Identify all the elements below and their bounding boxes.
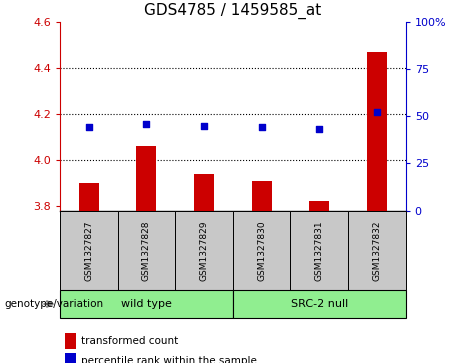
Text: GSM1327829: GSM1327829 <box>200 220 208 281</box>
Bar <box>194 174 214 211</box>
Text: GSM1327832: GSM1327832 <box>372 220 381 281</box>
Text: genotype/variation: genotype/variation <box>5 299 104 309</box>
Point <box>200 123 207 129</box>
Bar <box>367 52 387 211</box>
Text: GSM1327827: GSM1327827 <box>84 220 93 281</box>
Text: GSM1327830: GSM1327830 <box>257 220 266 281</box>
Point <box>373 110 381 115</box>
Text: GSM1327831: GSM1327831 <box>315 220 324 281</box>
Point <box>85 125 92 130</box>
Point <box>315 126 323 132</box>
Text: SRC-2 null: SRC-2 null <box>290 299 348 309</box>
Bar <box>136 146 156 211</box>
Text: transformed count: transformed count <box>81 336 178 346</box>
Bar <box>79 183 99 211</box>
Point <box>258 125 266 130</box>
Text: wild type: wild type <box>121 299 172 309</box>
Text: GSM1327828: GSM1327828 <box>142 220 151 281</box>
Bar <box>309 201 329 211</box>
Bar <box>252 181 272 211</box>
Title: GDS4785 / 1459585_at: GDS4785 / 1459585_at <box>144 3 321 19</box>
Text: percentile rank within the sample: percentile rank within the sample <box>81 356 257 363</box>
Point <box>142 121 150 127</box>
